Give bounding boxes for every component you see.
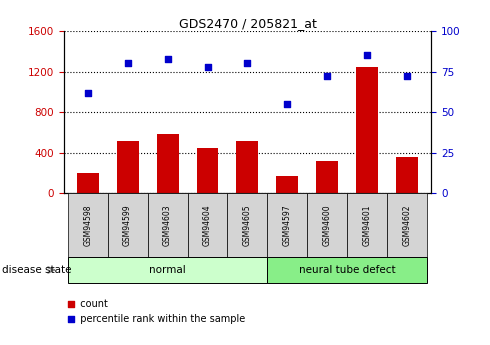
Point <box>323 74 331 79</box>
Bar <box>117 140 139 193</box>
Text: neural tube defect: neural tube defect <box>299 265 395 275</box>
Text: GSM94600: GSM94600 <box>323 204 332 246</box>
Bar <box>227 193 268 257</box>
Text: GSM94599: GSM94599 <box>123 204 132 246</box>
Bar <box>188 193 227 257</box>
Bar <box>356 67 378 193</box>
Text: GSM94602: GSM94602 <box>403 204 412 246</box>
Bar <box>68 193 108 257</box>
Point <box>403 74 411 79</box>
Bar <box>396 157 418 193</box>
Text: disease state: disease state <box>2 265 72 275</box>
Bar <box>268 193 307 257</box>
Point <box>67 316 75 322</box>
Point <box>84 90 92 96</box>
Bar <box>108 193 147 257</box>
Point <box>364 52 371 58</box>
Text: GSM94598: GSM94598 <box>83 204 92 246</box>
Bar <box>157 135 178 193</box>
Bar <box>317 161 338 193</box>
Point <box>67 301 75 306</box>
Title: GDS2470 / 205821_at: GDS2470 / 205821_at <box>178 17 317 30</box>
Bar <box>147 193 188 257</box>
Bar <box>237 140 258 193</box>
Bar <box>276 176 298 193</box>
Bar <box>76 173 98 193</box>
Bar <box>307 193 347 257</box>
Point <box>284 101 292 107</box>
Bar <box>196 148 219 193</box>
Text: GSM94605: GSM94605 <box>243 204 252 246</box>
Bar <box>347 193 387 257</box>
Point <box>164 56 171 61</box>
Text: percentile rank within the sample: percentile rank within the sample <box>74 314 245 324</box>
Bar <box>268 257 427 283</box>
Text: normal: normal <box>149 265 186 275</box>
Bar <box>68 257 268 283</box>
Point <box>203 64 211 69</box>
Point <box>123 61 131 66</box>
Text: GSM94601: GSM94601 <box>363 204 372 246</box>
Point <box>244 61 251 66</box>
Text: GSM94597: GSM94597 <box>283 204 292 246</box>
Text: count: count <box>74 299 107 308</box>
Text: GSM94603: GSM94603 <box>163 204 172 246</box>
Text: GSM94604: GSM94604 <box>203 204 212 246</box>
Bar <box>387 193 427 257</box>
